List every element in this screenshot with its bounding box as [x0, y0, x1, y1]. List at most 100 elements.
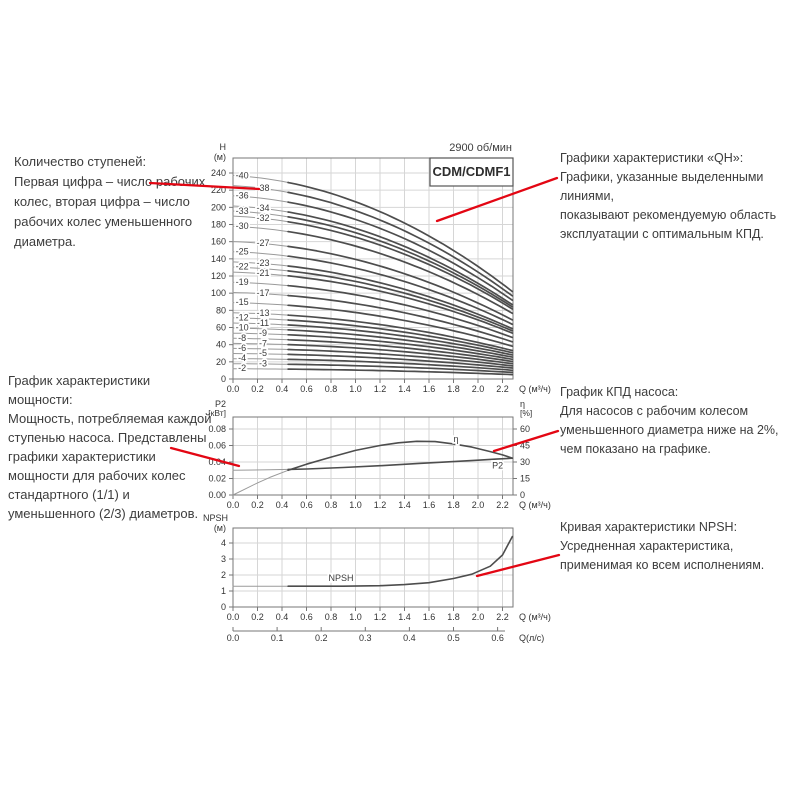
svg-text:0.02: 0.02	[208, 474, 226, 484]
svg-text:0.06: 0.06	[208, 441, 226, 451]
svg-text:-22: -22	[236, 262, 249, 272]
svg-text:4: 4	[221, 538, 226, 548]
svg-text:-25: -25	[236, 246, 249, 256]
svg-text:2.2: 2.2	[496, 612, 509, 622]
svg-text:Q (м³/ч): Q (м³/ч)	[519, 612, 551, 622]
svg-text:-23: -23	[257, 258, 270, 268]
svg-text:1.0: 1.0	[349, 612, 362, 622]
annotation-efficiency: График КПД насоса: Для насосов с рабочим…	[560, 385, 779, 456]
model-label: CDM/CDMF1	[433, 164, 511, 179]
svg-text:Q (м³/ч): Q (м³/ч)	[519, 384, 551, 394]
svg-text:0: 0	[520, 490, 525, 500]
red-annotation-lines	[148, 176, 561, 578]
svg-text:-38: -38	[257, 183, 270, 193]
svg-text:-2: -2	[238, 363, 246, 373]
svg-text:Q(л/с): Q(л/с)	[519, 633, 544, 643]
svg-text:0.6: 0.6	[300, 384, 313, 394]
svg-text:0: 0	[221, 602, 226, 612]
svg-text:1.6: 1.6	[423, 612, 436, 622]
svg-text:2.0: 2.0	[472, 500, 485, 510]
svg-text:1.8: 1.8	[447, 384, 460, 394]
model-box	[429, 157, 514, 187]
svg-text:0.0: 0.0	[227, 633, 240, 643]
svg-text:0.2: 0.2	[251, 500, 264, 510]
svg-text:1.4: 1.4	[398, 500, 411, 510]
svg-text:160: 160	[211, 237, 226, 247]
svg-text:-3: -3	[259, 358, 267, 368]
svg-text:-19: -19	[236, 277, 249, 287]
svg-text:3: 3	[221, 554, 226, 564]
svg-text:η: η	[453, 434, 458, 444]
svg-text:[%]: [%]	[520, 408, 532, 418]
svg-text:-9: -9	[259, 328, 267, 338]
svg-text:0.4: 0.4	[276, 384, 289, 394]
svg-text:-21: -21	[257, 268, 270, 278]
svg-text:-32: -32	[257, 213, 270, 223]
annotation-npsh: Кривая характеристики NPSH: Усредненная …	[560, 520, 765, 572]
svg-text:-5: -5	[259, 348, 267, 358]
svg-text:1.0: 1.0	[349, 500, 362, 510]
svg-text:-4: -4	[238, 353, 246, 363]
svg-text:0.1: 0.1	[271, 633, 284, 643]
svg-text:1.6: 1.6	[423, 384, 436, 394]
svg-text:80: 80	[216, 305, 226, 315]
svg-text:0.6: 0.6	[491, 633, 504, 643]
svg-text:2.2: 2.2	[496, 384, 509, 394]
svg-text:140: 140	[211, 254, 226, 264]
svg-text:20: 20	[216, 357, 226, 367]
svg-text:1.8: 1.8	[447, 500, 460, 510]
svg-text:0.00: 0.00	[208, 490, 226, 500]
svg-text:[кВт]: [кВт]	[208, 408, 226, 418]
svg-text:P2: P2	[492, 460, 503, 470]
svg-text:45: 45	[520, 441, 530, 451]
svg-text:-12: -12	[236, 312, 249, 322]
svg-text:-7: -7	[259, 338, 267, 348]
svg-text:NPSH: NPSH	[329, 573, 354, 583]
svg-text:0.2: 0.2	[251, 612, 264, 622]
svg-text:-36: -36	[236, 191, 249, 201]
svg-text:-11: -11	[257, 318, 269, 328]
svg-text:240: 240	[211, 168, 226, 178]
svg-text:1.2: 1.2	[374, 500, 387, 510]
svg-text:-40: -40	[236, 170, 249, 180]
annotation-power: График характеристики мощности: Мощность…	[8, 373, 212, 521]
svg-text:0.0: 0.0	[227, 384, 240, 394]
svg-text:60: 60	[216, 323, 226, 333]
svg-text:-10: -10	[236, 323, 249, 333]
svg-text:1: 1	[221, 586, 226, 596]
svg-text:0.04: 0.04	[208, 457, 226, 467]
svg-text:0.6: 0.6	[300, 500, 313, 510]
svg-text:1.6: 1.6	[423, 500, 436, 510]
svg-text:2: 2	[221, 570, 226, 580]
svg-text:1.4: 1.4	[398, 384, 411, 394]
svg-text:P2: P2	[215, 399, 226, 409]
flow-lps-axis: 0.0 0.1 0.2 0.3 0.4 0.5 0.6 Q(л/с)	[227, 627, 544, 643]
svg-text:2.0: 2.0	[472, 612, 485, 622]
svg-text:Q (м³/ч): Q (м³/ч)	[519, 500, 551, 510]
svg-text:-34: -34	[257, 203, 270, 213]
svg-text:-33: -33	[236, 206, 249, 216]
svg-text:0.8: 0.8	[325, 612, 338, 622]
svg-text:η: η	[520, 399, 525, 409]
svg-text:40: 40	[216, 340, 226, 350]
rpm-label: 2900 об/мин	[449, 142, 512, 154]
svg-text:0.5: 0.5	[447, 633, 460, 643]
svg-text:1.2: 1.2	[374, 612, 387, 622]
svg-text:0.0: 0.0	[227, 612, 240, 622]
svg-text:(м): (м)	[214, 523, 226, 533]
svg-text:120: 120	[211, 271, 226, 281]
svg-text:-27: -27	[257, 238, 270, 248]
svg-text:180: 180	[211, 220, 226, 230]
svg-text:0.2: 0.2	[315, 633, 328, 643]
svg-text:2.0: 2.0	[472, 384, 485, 394]
svg-text:-8: -8	[238, 333, 246, 343]
svg-text:0.4: 0.4	[276, 612, 289, 622]
svg-text:-6: -6	[238, 343, 246, 353]
svg-text:0: 0	[221, 374, 226, 384]
power-efficiency-chart: 0.000.020.040.060.08P2[кВт]015304560η[%]…	[208, 399, 551, 510]
svg-text:0.8: 0.8	[325, 384, 338, 394]
svg-text:0.2: 0.2	[251, 384, 264, 394]
svg-text:2.2: 2.2	[496, 500, 509, 510]
